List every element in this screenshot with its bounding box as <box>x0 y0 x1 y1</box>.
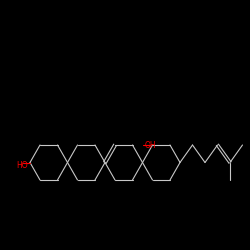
Text: HO: HO <box>17 160 28 170</box>
Text: OH: OH <box>144 140 156 149</box>
